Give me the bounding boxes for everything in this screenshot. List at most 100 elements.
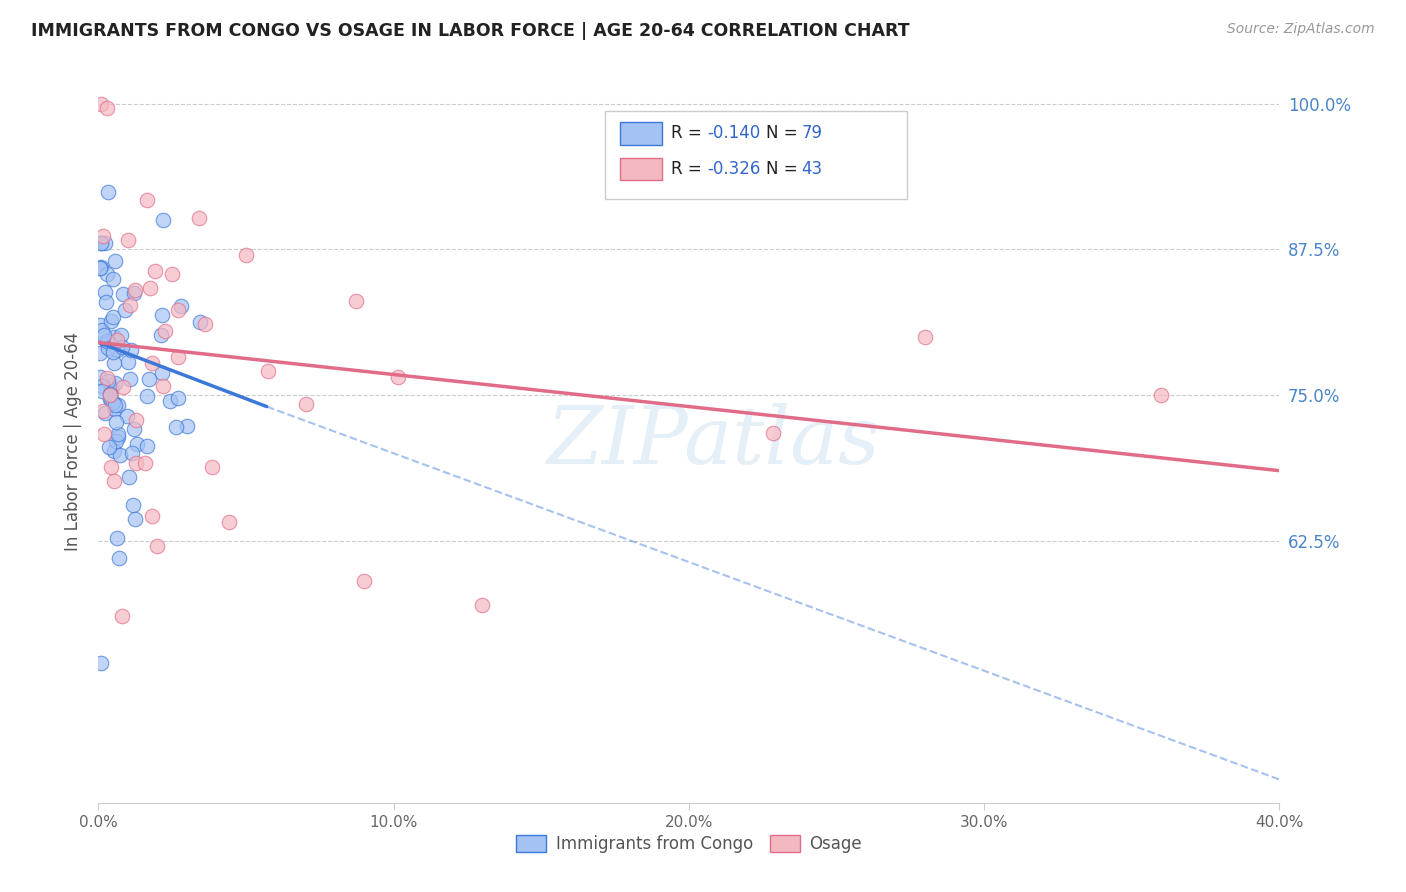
Point <box>107 430 129 444</box>
Point <box>111 380 134 394</box>
Point <box>153 324 176 338</box>
Text: N =: N = <box>766 160 803 178</box>
Point <box>94 295 117 310</box>
Point <box>111 287 134 301</box>
Point <box>98 392 121 406</box>
Point <box>150 328 173 343</box>
Point <box>120 372 142 386</box>
Point <box>91 228 114 243</box>
Point <box>176 418 198 433</box>
Point <box>89 346 111 360</box>
Point <box>134 456 156 470</box>
Point <box>90 96 112 111</box>
Point <box>235 248 257 262</box>
Point <box>98 387 121 401</box>
Point <box>146 540 169 554</box>
Point <box>257 364 280 378</box>
Point <box>105 343 128 357</box>
Point <box>136 439 159 453</box>
Point <box>108 551 131 566</box>
Point <box>159 393 181 408</box>
Point <box>100 392 122 407</box>
Point <box>150 367 173 381</box>
Text: N =: N = <box>766 124 803 142</box>
Text: Source: ZipAtlas.com: Source: ZipAtlas.com <box>1227 22 1375 37</box>
Point <box>103 474 125 488</box>
Text: IMMIGRANTS FROM CONGO VS OSAGE IN LABOR FORCE | AGE 20-64 CORRELATION CHART: IMMIGRANTS FROM CONGO VS OSAGE IN LABOR … <box>31 22 910 40</box>
Point <box>104 398 127 412</box>
Point <box>143 263 166 277</box>
Point <box>96 334 118 349</box>
Point <box>93 404 115 418</box>
Point <box>104 434 127 449</box>
Point <box>100 387 122 401</box>
Point <box>150 308 173 322</box>
Point <box>91 379 114 393</box>
Point <box>170 300 193 314</box>
Point <box>93 426 115 441</box>
Point <box>103 329 125 343</box>
Point <box>125 413 148 427</box>
Point <box>141 356 163 370</box>
Point <box>120 298 142 312</box>
Point <box>90 260 112 274</box>
Point <box>471 598 494 612</box>
Point <box>124 422 146 436</box>
Point <box>152 379 174 393</box>
Point <box>152 213 174 227</box>
Point <box>141 508 163 523</box>
Point <box>135 193 157 207</box>
Point <box>91 384 114 399</box>
Point <box>117 234 139 248</box>
Point <box>89 318 111 333</box>
Text: -0.326: -0.326 <box>707 160 761 178</box>
Point <box>94 235 117 250</box>
Point <box>167 351 190 365</box>
Point <box>100 460 122 475</box>
Point <box>97 440 120 454</box>
Point <box>118 469 141 483</box>
Text: ZIPatlas: ZIPatlas <box>546 403 879 480</box>
Point <box>218 515 240 529</box>
Point <box>188 316 211 330</box>
Point <box>105 532 128 546</box>
Point <box>127 437 149 451</box>
Point <box>165 420 187 434</box>
Point <box>103 443 125 458</box>
Point <box>125 457 148 471</box>
Point <box>90 236 112 251</box>
Point <box>344 293 367 308</box>
Point <box>762 425 785 440</box>
Point <box>101 344 124 359</box>
Point <box>94 406 117 420</box>
Text: 43: 43 <box>801 160 823 178</box>
Point <box>89 370 111 384</box>
Point <box>138 371 160 385</box>
Point <box>124 512 146 526</box>
Point <box>93 327 115 342</box>
Point <box>114 303 136 318</box>
Point <box>100 383 122 397</box>
Point <box>295 397 318 411</box>
Point <box>96 267 118 281</box>
Text: R =: R = <box>671 124 707 142</box>
Y-axis label: In Labor Force | Age 20-64: In Labor Force | Age 20-64 <box>65 332 83 551</box>
Point <box>97 374 120 388</box>
Point <box>353 574 375 589</box>
Point <box>108 448 131 462</box>
Point <box>160 267 183 281</box>
Point <box>194 317 217 331</box>
Text: R =: R = <box>671 160 707 178</box>
Point <box>167 392 190 406</box>
Point <box>100 314 122 328</box>
Text: 79: 79 <box>801 124 823 142</box>
Point <box>96 371 118 385</box>
Point <box>105 333 128 347</box>
Point <box>120 343 142 358</box>
Point <box>914 329 936 343</box>
Point <box>91 322 114 336</box>
Point <box>103 272 125 286</box>
Point <box>89 260 111 275</box>
Point <box>104 401 127 416</box>
Point <box>100 381 122 395</box>
